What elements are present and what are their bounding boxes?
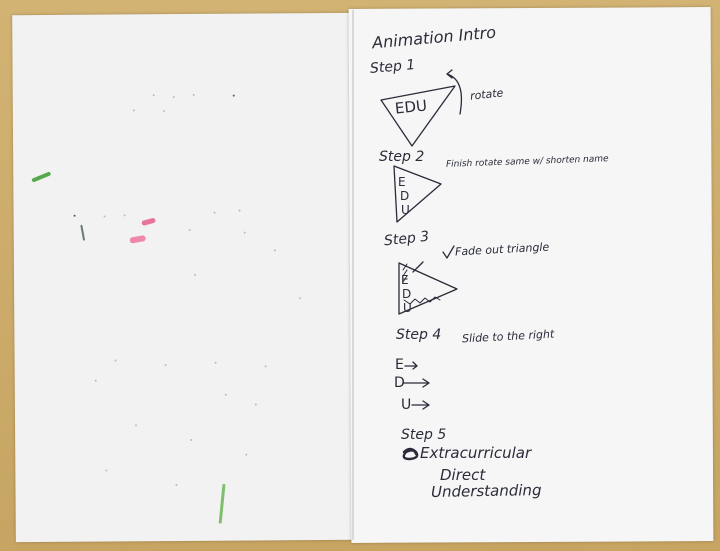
step4-label: Step 4	[396, 327, 442, 343]
step5-line: Direct	[440, 466, 486, 484]
step4-letter: U	[401, 397, 412, 413]
step1-label: Step 1	[369, 57, 416, 77]
step2-letter: U	[401, 203, 410, 217]
step5-line: Understanding	[430, 481, 542, 501]
step4-letter: D	[394, 375, 405, 391]
green-mark	[218, 483, 226, 524]
step2-label: Step 2	[379, 149, 425, 165]
step3-letter: D	[402, 287, 412, 301]
step2-letter: D	[400, 189, 410, 203]
step2-letter: E	[398, 175, 406, 189]
step1-triangle-text: EDU	[394, 96, 428, 118]
pink-mark	[129, 234, 147, 244]
left-notebook-page	[12, 12, 356, 543]
step4-letter: E	[395, 357, 404, 373]
gray-mark	[80, 224, 86, 241]
green-mark	[31, 171, 52, 183]
step5-line: Extracurricular	[420, 444, 532, 462]
step5-label: Step 5	[401, 427, 447, 443]
step3-letter: U	[403, 301, 412, 315]
page-fold	[352, 10, 354, 540]
pink-mark	[141, 217, 157, 227]
step3-letter: E	[401, 273, 409, 287]
step1-note: rotate	[469, 86, 504, 103]
